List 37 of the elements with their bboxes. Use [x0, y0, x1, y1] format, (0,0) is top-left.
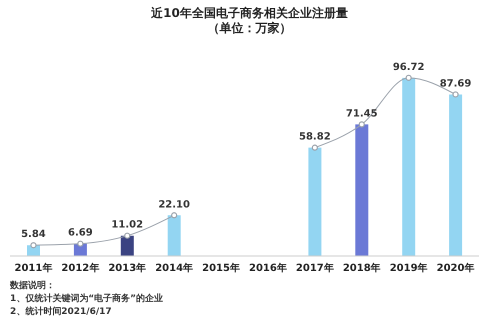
point: [312, 144, 318, 151]
text: 1、仅统计关键词为“电子商务”的企业: [10, 293, 164, 306]
x-tick-label: 2019年: [390, 262, 428, 274]
point: [171, 212, 178, 218]
point: [124, 232, 130, 239]
x-tick-label: 2013年: [108, 262, 146, 274]
point: [358, 121, 365, 128]
bar: [355, 124, 368, 256]
bar: [449, 94, 462, 256]
chart-title: 近10年全国电子商务相关企业注册量: [150, 6, 349, 21]
x-tick-label: 2011年: [14, 262, 52, 274]
data-label: 6.69: [68, 228, 93, 239]
text: 2、统计时间2021/6/17: [10, 306, 113, 319]
data-label: 96.72: [392, 62, 425, 73]
x-tick-label: 2018年: [342, 262, 381, 274]
point: [452, 91, 459, 98]
data-label: 87.69: [440, 78, 472, 90]
data-label: 11.02: [111, 220, 144, 231]
x-tick-label: 2014年: [155, 262, 194, 274]
bar: [120, 236, 134, 256]
x-tick-label: 2020年: [436, 262, 474, 274]
bar: [402, 78, 416, 256]
x-tick-label: 2017年: [296, 262, 334, 274]
bar: [168, 215, 181, 256]
data-label: 22.10: [158, 199, 190, 210]
point: [77, 240, 84, 247]
data-label: 5.84: [21, 229, 46, 240]
x-tick-label: 2015年: [202, 262, 240, 274]
data-label: 58.82: [299, 132, 331, 143]
x-tick-label: 2012年: [61, 262, 100, 274]
x-tick-label: 2016年: [249, 262, 287, 274]
text: 数据说明：: [10, 280, 56, 293]
data-label: 71.45: [346, 108, 378, 120]
bar: [308, 148, 322, 256]
point: [406, 74, 412, 81]
point: [30, 242, 37, 248]
chart-subtitle: （单位：万家）: [206, 21, 292, 36]
